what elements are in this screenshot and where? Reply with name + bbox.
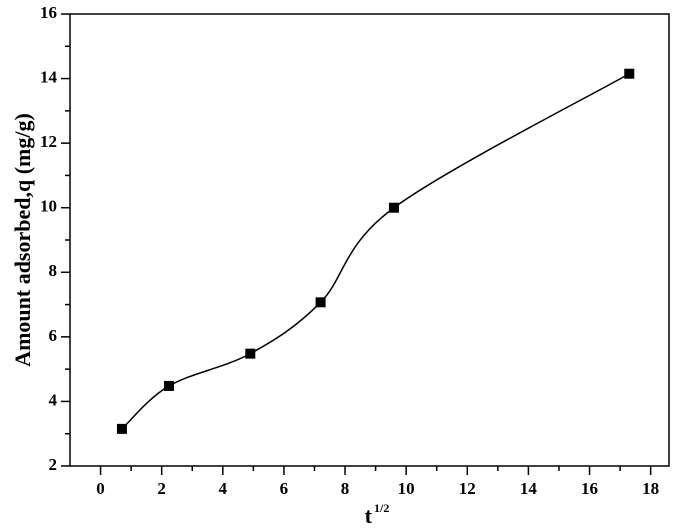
plot-frame	[69, 13, 670, 467]
x-tick-label: 0	[96, 479, 105, 498]
x-axis-title: t	[365, 503, 373, 528]
x-tick-label: 14	[520, 479, 538, 498]
y-tick-label: 14	[40, 67, 58, 86]
data-point	[315, 297, 326, 308]
data-point	[624, 68, 635, 79]
y-tick-label: 4	[49, 390, 58, 409]
y-axis-title: Amount adsorbed,q (mg/g)	[10, 113, 35, 367]
x-tick-label: 12	[459, 479, 476, 498]
x-tick-label: 16	[581, 479, 598, 498]
y-tick-label: 6	[49, 326, 58, 345]
data-line	[121, 73, 630, 430]
data-point	[388, 202, 399, 213]
x-tick-label: 10	[398, 479, 415, 498]
data-point	[116, 423, 127, 434]
data-point	[245, 348, 256, 359]
x-tick-label: 8	[341, 479, 350, 498]
x-tick-label: 2	[157, 479, 166, 498]
x-axis-title-superscript: 1/2	[374, 501, 389, 515]
x-tick-label: 18	[642, 479, 659, 498]
y-tick-label: 8	[49, 261, 58, 280]
y-tick-label: 12	[40, 132, 57, 151]
x-tick-label: 6	[280, 479, 289, 498]
y-tick-label: 2	[49, 455, 58, 474]
x-tick-label: 4	[219, 479, 228, 498]
y-tick-label: 16	[40, 3, 57, 22]
data-point	[164, 380, 175, 391]
y-tick-label: 10	[40, 197, 57, 216]
